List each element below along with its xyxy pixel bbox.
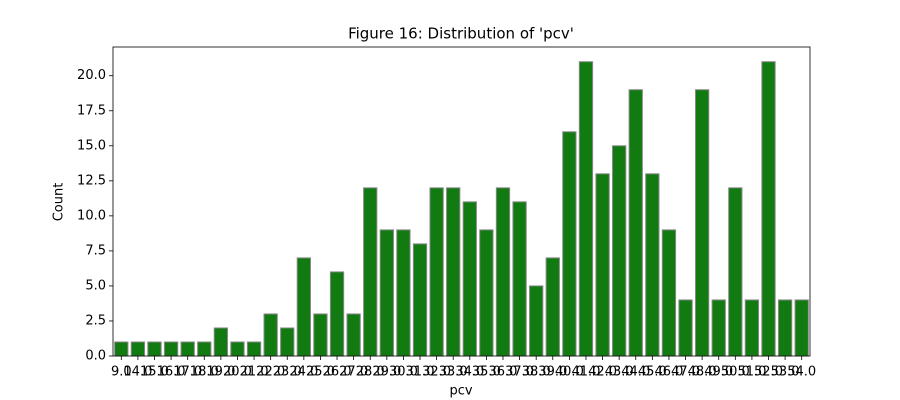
y-tick-label: 17.5 [77, 103, 106, 118]
bar [562, 131, 577, 357]
bar [213, 327, 229, 357]
bar [595, 173, 610, 357]
x-tick-label: 18.0 [190, 365, 219, 380]
bar [529, 285, 544, 357]
bar [711, 299, 726, 357]
x-tick-label: 51.0 [737, 365, 766, 380]
x-tick-label: 44.0 [621, 365, 650, 380]
y-tick-label: 15.0 [77, 138, 106, 153]
y-tick-label: 12.5 [77, 173, 106, 188]
bar [263, 313, 278, 357]
bar [147, 341, 162, 357]
x-tick-label: 21.0 [240, 365, 269, 380]
bar [313, 313, 328, 357]
x-tick-label: 47.0 [671, 365, 700, 380]
x-tick-label: 33.0 [439, 365, 468, 380]
bar [628, 89, 643, 357]
x-tick-label: 14.0 [123, 365, 152, 380]
bar [462, 201, 477, 357]
x-tick-label: 27.0 [339, 365, 368, 380]
bar [578, 61, 594, 357]
x-tick-label: 31.0 [406, 365, 435, 380]
x-tick-label: 19.0 [206, 365, 235, 380]
x-tick-label: 50.0 [721, 365, 750, 380]
x-tick-label: 9.0 [111, 365, 132, 380]
chart-title: Figure 16: Distribution of 'pcv' [348, 25, 574, 43]
x-tick-label: 42.0 [588, 365, 617, 380]
bar [246, 341, 262, 357]
x-tick-label: 23.0 [273, 365, 302, 380]
bar [777, 299, 793, 357]
x-tick-label: 54.0 [787, 365, 816, 380]
bar [761, 61, 776, 357]
x-tick-label: 46.0 [654, 365, 683, 380]
bar [163, 341, 179, 357]
bar [678, 299, 693, 357]
x-tick-label: 15.0 [140, 365, 169, 380]
x-tick-label: 37.0 [505, 365, 534, 380]
bar [645, 173, 660, 357]
bar [130, 341, 146, 357]
bar [612, 145, 627, 357]
x-tick-label: 41.0 [571, 365, 600, 380]
x-tick-label: 30.0 [389, 365, 418, 380]
x-tick-label: 29.0 [372, 365, 401, 380]
bar [363, 187, 378, 357]
x-tick-label: 43.0 [605, 365, 634, 380]
bar [346, 313, 361, 357]
bar [744, 299, 760, 357]
x-tick-label: 36.0 [489, 365, 518, 380]
bar [396, 229, 411, 357]
bar [412, 243, 428, 357]
bar [379, 229, 394, 357]
x-tick-label: 25.0 [306, 365, 335, 380]
bar [495, 187, 511, 357]
y-tick-label: 2.5 [85, 313, 106, 328]
x-tick-label: 17.0 [173, 365, 202, 380]
bar [180, 341, 195, 357]
bar [479, 229, 494, 357]
x-tick-label: 53.0 [771, 365, 800, 380]
bar [794, 299, 809, 357]
bar [545, 257, 560, 357]
x-tick-label: 45.0 [638, 365, 667, 380]
bar [197, 341, 212, 357]
bar [296, 257, 311, 357]
bar [512, 201, 527, 357]
y-tick-label: 5.0 [85, 278, 106, 293]
x-axis-label: pcv [449, 384, 472, 399]
x-tick-label: 28.0 [356, 365, 385, 380]
x-tick-label: 34.0 [455, 365, 484, 380]
x-tick-label: 48.0 [688, 365, 717, 380]
y-axis-label: Count [52, 183, 67, 222]
y-tick-label: 7.5 [85, 243, 106, 258]
bar [114, 341, 129, 357]
bar [728, 187, 743, 357]
plot-frame [112, 46, 811, 357]
x-tick-label: 39.0 [538, 365, 567, 380]
x-tick-label: 35.0 [472, 365, 501, 380]
x-tick-label: 32.0 [422, 365, 451, 380]
bar [230, 341, 245, 357]
x-tick-label: 38.0 [522, 365, 551, 380]
x-tick-label: 26.0 [323, 365, 352, 380]
bar [694, 89, 710, 357]
x-tick-label: 49.0 [704, 365, 733, 380]
x-tick-label: 20.0 [223, 365, 252, 380]
bar [429, 187, 444, 357]
y-tick-label: 10.0 [77, 208, 106, 223]
x-tick-label: 52.0 [754, 365, 783, 380]
x-tick-label: 40.0 [555, 365, 584, 380]
y-tick-label: 0.0 [85, 349, 106, 364]
x-tick-label: 24.0 [289, 365, 318, 380]
x-tick-label: 16.0 [157, 365, 186, 380]
bar [329, 271, 345, 357]
bar [280, 327, 295, 357]
bar [446, 187, 461, 357]
x-tick-label: 22.0 [256, 365, 285, 380]
bar [661, 229, 677, 357]
y-tick-label: 20.0 [77, 68, 106, 83]
